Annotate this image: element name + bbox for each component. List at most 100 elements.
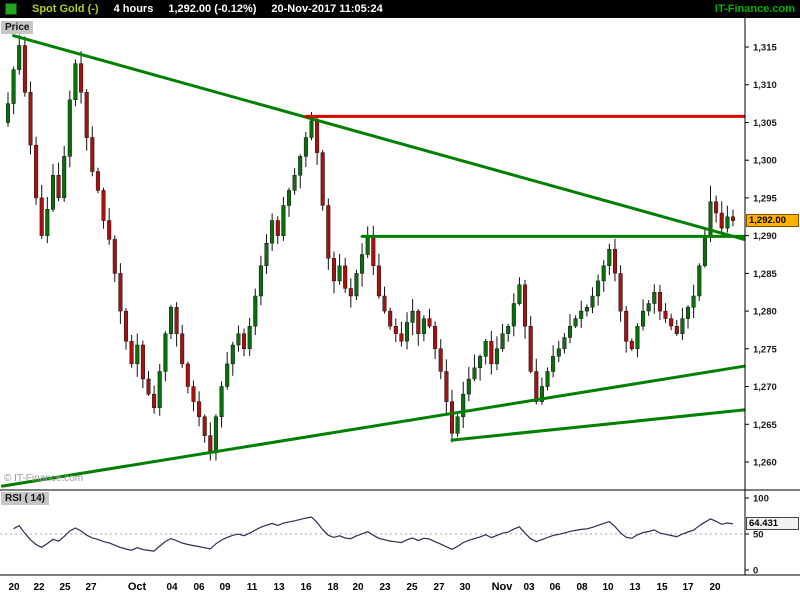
candle[interactable]	[393, 326, 398, 334]
candle[interactable]	[157, 371, 162, 408]
candle[interactable]	[613, 248, 618, 274]
candle[interactable]	[230, 344, 235, 365]
candle[interactable]	[253, 295, 258, 327]
candle[interactable]	[45, 208, 50, 236]
candle[interactable]	[657, 292, 662, 312]
candle[interactable]	[123, 310, 128, 342]
candle[interactable]	[79, 63, 84, 93]
candle[interactable]	[416, 310, 421, 334]
candle[interactable]	[663, 310, 668, 319]
candle[interactable]	[39, 197, 44, 236]
candle[interactable]	[84, 92, 89, 138]
candle[interactable]	[197, 401, 202, 417]
candle[interactable]	[118, 273, 123, 312]
candle[interactable]	[163, 333, 168, 372]
candle[interactable]	[287, 190, 292, 206]
candle[interactable]	[539, 386, 544, 402]
candle[interactable]	[258, 265, 263, 297]
candle[interactable]	[348, 288, 353, 297]
candle[interactable]	[202, 416, 207, 436]
candle[interactable]	[270, 220, 275, 244]
candle[interactable]	[315, 120, 320, 153]
candle[interactable]	[11, 69, 16, 104]
candle[interactable]	[51, 175, 56, 210]
candle[interactable]	[298, 156, 303, 176]
candle[interactable]	[343, 265, 348, 289]
candle[interactable]	[624, 310, 629, 342]
candle[interactable]	[455, 416, 460, 434]
candle[interactable]	[725, 216, 730, 229]
candle[interactable]	[56, 175, 61, 199]
candle[interactable]	[607, 248, 612, 266]
candle[interactable]	[590, 295, 595, 308]
rsi-pane-label[interactable]: RSI ( 14)	[1, 492, 50, 505]
candle[interactable]	[129, 341, 134, 365]
candle[interactable]	[309, 120, 314, 138]
candle[interactable]	[579, 310, 584, 319]
descending-resistance-trendline[interactable]	[12, 34, 746, 241]
candle[interactable]	[219, 386, 224, 417]
candle[interactable]	[146, 378, 151, 395]
candle[interactable]	[107, 220, 112, 240]
candle[interactable]	[444, 371, 449, 402]
candle[interactable]	[405, 322, 410, 342]
candle[interactable]	[112, 239, 117, 274]
candle[interactable]	[652, 292, 657, 304]
price-pane-label[interactable]: Price	[1, 21, 34, 34]
candle[interactable]	[472, 367, 477, 380]
candle[interactable]	[303, 137, 308, 157]
candle[interactable]	[208, 435, 213, 454]
candle[interactable]	[95, 171, 100, 191]
candle[interactable]	[168, 307, 173, 334]
candle[interactable]	[523, 284, 528, 327]
candle[interactable]	[292, 175, 297, 191]
candle[interactable]	[584, 307, 589, 312]
candle[interactable]	[641, 310, 646, 327]
candle[interactable]	[101, 190, 106, 221]
candles-layer[interactable]	[5, 34, 736, 461]
candle[interactable]	[489, 341, 494, 365]
candle[interactable]	[596, 280, 601, 297]
ascending-support-short[interactable]	[450, 408, 746, 442]
candle[interactable]	[438, 348, 443, 372]
rsi-axis[interactable]: 100 50 0	[745, 494, 769, 577]
candle[interactable]	[399, 333, 404, 342]
candle[interactable]	[528, 326, 533, 372]
candle[interactable]	[382, 295, 387, 312]
candle[interactable]	[28, 92, 33, 146]
price-axis[interactable]: 1,315 1,310 1,305 1,300 1,295 1,290 1,285 1,280…	[745, 43, 777, 469]
candle[interactable]	[264, 242, 269, 266]
candle[interactable]	[466, 378, 471, 395]
candle[interactable]	[731, 216, 736, 221]
candle[interactable]	[365, 235, 370, 255]
candle[interactable]	[674, 326, 679, 334]
candle[interactable]	[225, 363, 230, 387]
candle[interactable]	[191, 386, 196, 402]
candle[interactable]	[556, 348, 561, 357]
candle[interactable]	[236, 333, 241, 346]
candle[interactable]	[371, 235, 376, 267]
candle[interactable]	[494, 348, 499, 365]
candle[interactable]	[551, 356, 556, 372]
candle[interactable]	[185, 363, 190, 387]
candle[interactable]	[719, 212, 724, 229]
candle[interactable]	[326, 205, 331, 259]
candle[interactable]	[702, 235, 707, 267]
candle[interactable]	[545, 371, 550, 387]
candle[interactable]	[410, 310, 415, 323]
candle[interactable]	[483, 341, 488, 357]
candle[interactable]	[22, 45, 27, 93]
candle[interactable]	[320, 152, 325, 206]
candle[interactable]	[376, 265, 381, 297]
candle[interactable]	[635, 326, 640, 350]
candle[interactable]	[573, 318, 578, 327]
brand-link[interactable]: IT-Finance.com	[714, 3, 795, 15]
candle[interactable]	[646, 303, 651, 312]
candle[interactable]	[433, 326, 438, 350]
time-axis[interactable]: 20 22 25 27 Oct 04 06 09 11 13 16 18 20 23 25 27 30 Nov 03…	[8, 581, 721, 593]
candle[interactable]	[517, 284, 522, 304]
candle[interactable]	[506, 326, 511, 334]
candle[interactable]	[697, 265, 702, 297]
candle[interactable]	[180, 333, 185, 365]
chart-area[interactable]: 1,315 1,310 1,305 1,300 1,295 1,290 1,285 1,280…	[0, 18, 800, 600]
